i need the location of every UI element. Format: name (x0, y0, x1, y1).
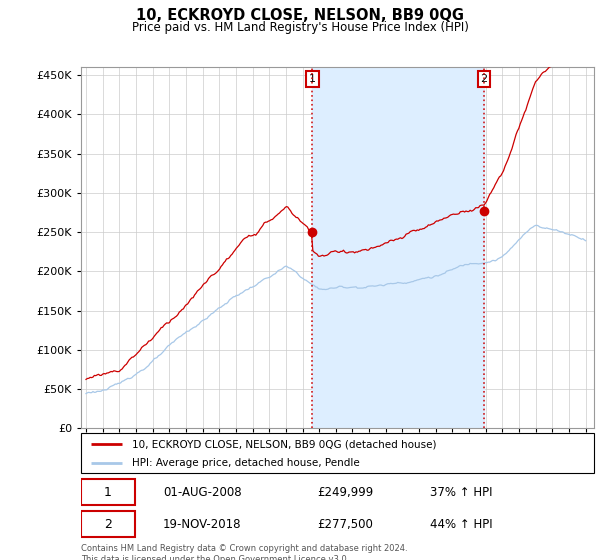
FancyBboxPatch shape (81, 433, 594, 473)
Text: Price paid vs. HM Land Registry's House Price Index (HPI): Price paid vs. HM Land Registry's House … (131, 21, 469, 34)
FancyBboxPatch shape (81, 511, 135, 537)
Text: 10, ECKROYD CLOSE, NELSON, BB9 0QG: 10, ECKROYD CLOSE, NELSON, BB9 0QG (136, 8, 464, 24)
Text: 2: 2 (104, 518, 112, 531)
Text: 37% ↑ HPI: 37% ↑ HPI (430, 486, 493, 498)
Text: 19-NOV-2018: 19-NOV-2018 (163, 518, 242, 531)
Text: £277,500: £277,500 (317, 518, 373, 531)
Text: 2: 2 (481, 74, 488, 84)
Text: 1: 1 (309, 74, 316, 84)
Bar (312, 67, 484, 428)
Text: 10, ECKROYD CLOSE, NELSON, BB9 0QG (detached house): 10, ECKROYD CLOSE, NELSON, BB9 0QG (deta… (133, 439, 437, 449)
Text: 44% ↑ HPI: 44% ↑ HPI (430, 518, 493, 531)
Text: 01-AUG-2008: 01-AUG-2008 (163, 486, 242, 498)
Text: 1: 1 (104, 486, 112, 498)
Text: HPI: Average price, detached house, Pendle: HPI: Average price, detached house, Pend… (133, 458, 360, 468)
Text: £249,999: £249,999 (317, 486, 373, 498)
FancyBboxPatch shape (81, 479, 135, 505)
Text: Contains HM Land Registry data © Crown copyright and database right 2024.
This d: Contains HM Land Registry data © Crown c… (81, 544, 407, 560)
